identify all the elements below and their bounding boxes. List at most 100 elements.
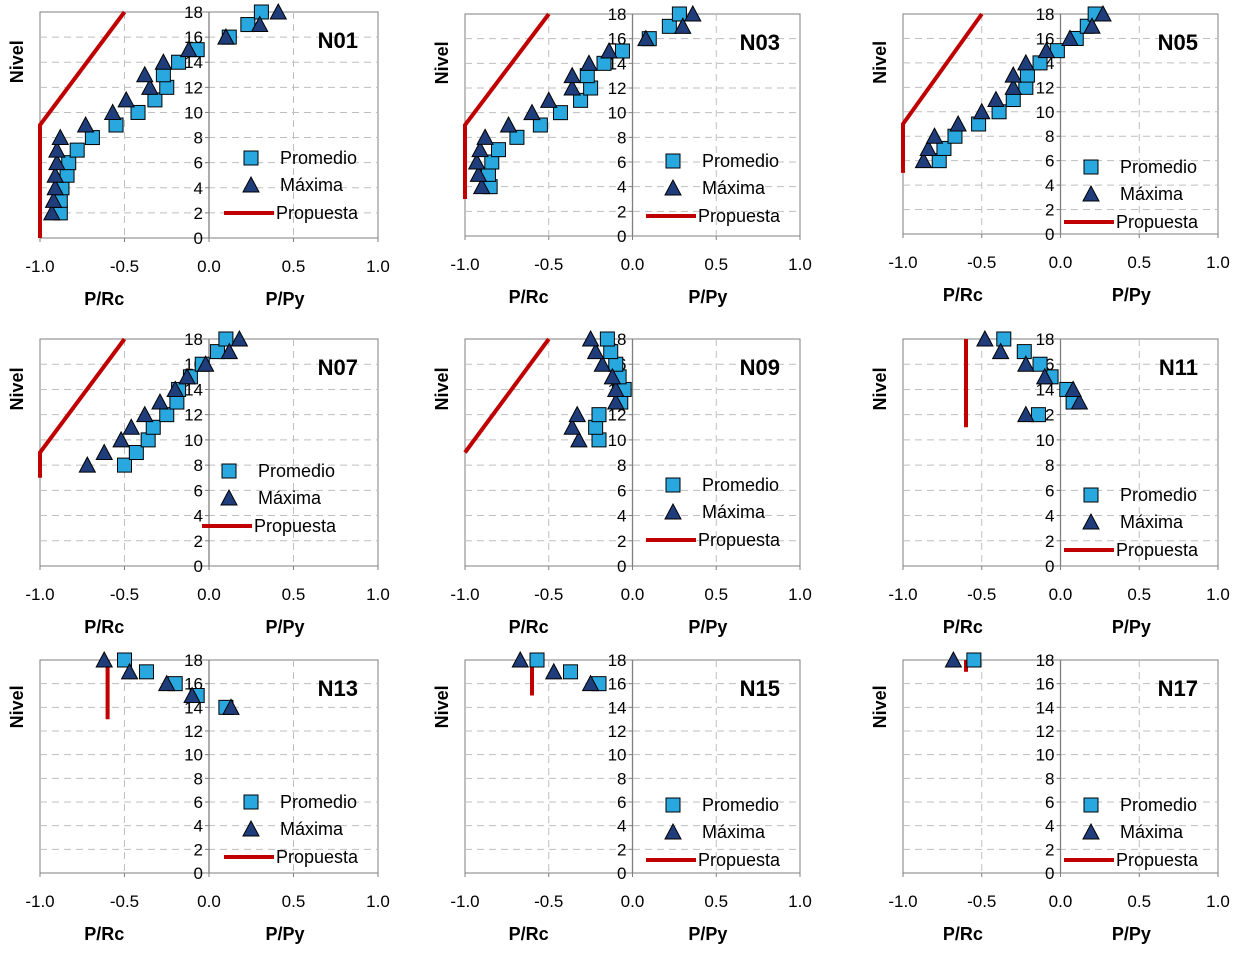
legend-propuesta-label: Propuesta xyxy=(254,516,337,536)
maxima-point xyxy=(568,405,587,423)
y-axis-label: Nivel xyxy=(870,41,890,84)
propuesta-line xyxy=(463,12,551,199)
y-tick-label: 12 xyxy=(1036,78,1055,97)
x-axis-label-right: P/Py xyxy=(1112,924,1151,944)
x-tick-label: -0.5 xyxy=(534,255,563,274)
y-tick-label: 14 xyxy=(184,53,203,72)
y-tick-label: 8 xyxy=(1045,769,1054,788)
x-axis-label-right: P/Py xyxy=(266,289,305,309)
x-tick-label: 0.0 xyxy=(1049,253,1073,272)
x-tick-label: 1.0 xyxy=(788,892,812,911)
y-tick-label: 14 xyxy=(608,54,627,73)
y-tick-label: 2 xyxy=(1045,201,1054,220)
y-tick-label: 8 xyxy=(194,769,203,788)
maxima-point xyxy=(269,2,288,20)
x-axis-label-right: P/Py xyxy=(688,287,727,307)
maxima-point xyxy=(606,380,625,397)
y-tick-label: 6 xyxy=(1045,793,1054,812)
x-tick-label: 1.0 xyxy=(788,585,812,604)
y-tick-label: 8 xyxy=(1045,456,1054,475)
maxima-point xyxy=(925,127,944,144)
y-tick-label: 0 xyxy=(617,557,626,576)
x-tick-label: -1.0 xyxy=(25,892,54,911)
y-tick-label: 10 xyxy=(1036,103,1055,122)
promedio-point xyxy=(130,104,146,120)
y-tick-label: 18 xyxy=(184,651,203,670)
maxima-point xyxy=(230,329,249,347)
maxima-point xyxy=(141,78,159,95)
maxima-point xyxy=(944,650,963,668)
maxima-point xyxy=(972,102,991,120)
promedio-point xyxy=(614,43,630,59)
legend-propuesta-label: Propuesta xyxy=(698,206,781,226)
x-tick-label: -0.5 xyxy=(110,892,139,911)
maxima-point xyxy=(580,54,598,71)
maxima-point xyxy=(919,139,938,156)
y-axis-label: Nivel xyxy=(7,40,27,83)
y-tick-label: 18 xyxy=(608,5,627,24)
x-tick-label: 1.0 xyxy=(366,585,390,604)
y-tick-label: 8 xyxy=(617,456,626,475)
promedio-point xyxy=(588,419,604,435)
maxima-point xyxy=(44,191,63,208)
y-tick-label: 2 xyxy=(194,532,203,551)
y-tick-label: 2 xyxy=(194,840,203,859)
promedio-point xyxy=(169,394,185,410)
legend-maxima-marker xyxy=(664,178,682,196)
x-tick-label: 0.0 xyxy=(621,255,645,274)
legend-propuesta-label: Propuesta xyxy=(276,847,359,867)
promedio-point xyxy=(573,92,589,108)
maxima-point xyxy=(1061,29,1079,46)
x-tick-label: 0.0 xyxy=(621,585,645,604)
y-axis-label: Nivel xyxy=(7,367,27,410)
propuesta-line xyxy=(901,12,984,173)
maxima-point xyxy=(196,355,215,372)
x-tick-label: 1.0 xyxy=(366,892,390,911)
x-tick-label: -0.5 xyxy=(967,892,996,911)
maxima-point xyxy=(95,650,114,668)
y-tick-label: 8 xyxy=(617,769,626,788)
propuesta-line xyxy=(38,10,127,238)
y-tick-label: 10 xyxy=(1036,431,1055,450)
x-tick-label: 1.0 xyxy=(1206,892,1230,911)
propuesta-line xyxy=(463,337,551,454)
maxima-point xyxy=(1004,78,1023,95)
legend-maxima-label: Máxima xyxy=(258,488,322,508)
y-tick-label: 0 xyxy=(617,864,626,883)
y-axis-label: Nivel xyxy=(432,685,452,728)
y-tick-label: 18 xyxy=(1036,5,1055,24)
legend-promedio-label: Promedio xyxy=(1120,795,1197,815)
y-tick-label: 4 xyxy=(617,507,626,526)
maxima-point xyxy=(471,140,489,158)
maxima-point xyxy=(593,355,612,372)
legend-promedio-marker xyxy=(243,794,259,810)
promedio-point xyxy=(128,445,144,460)
maxima-point xyxy=(1037,41,1056,59)
y-tick-label: 8 xyxy=(194,129,203,148)
y-axis-label: Nivel xyxy=(432,367,452,410)
maxima-point xyxy=(1064,380,1082,397)
x-axis-label-left: P/Rc xyxy=(943,924,983,944)
promedio-point xyxy=(608,356,624,372)
y-tick-label: 8 xyxy=(1045,127,1054,146)
promedio-point xyxy=(591,432,607,448)
legend-promedio-marker xyxy=(243,150,259,166)
y-tick-label: 8 xyxy=(194,456,203,475)
x-tick-label: -1.0 xyxy=(450,892,479,911)
panel-title: N01 xyxy=(318,28,358,53)
promedio-point xyxy=(996,331,1012,347)
maxima-point xyxy=(151,392,169,410)
y-tick-label: 12 xyxy=(184,722,203,741)
y-tick-label: 12 xyxy=(608,722,627,741)
y-tick-label: 14 xyxy=(608,698,627,717)
x-tick-label: 1.0 xyxy=(366,257,390,276)
x-axis-label-left: P/Rc xyxy=(943,617,983,637)
y-tick-label: 6 xyxy=(617,793,626,812)
y-tick-label: 10 xyxy=(608,431,627,450)
x-tick-label: 0.5 xyxy=(1127,892,1151,911)
maxima-point xyxy=(606,392,625,410)
promedio-point xyxy=(138,664,154,680)
x-tick-label: -1.0 xyxy=(888,585,917,604)
